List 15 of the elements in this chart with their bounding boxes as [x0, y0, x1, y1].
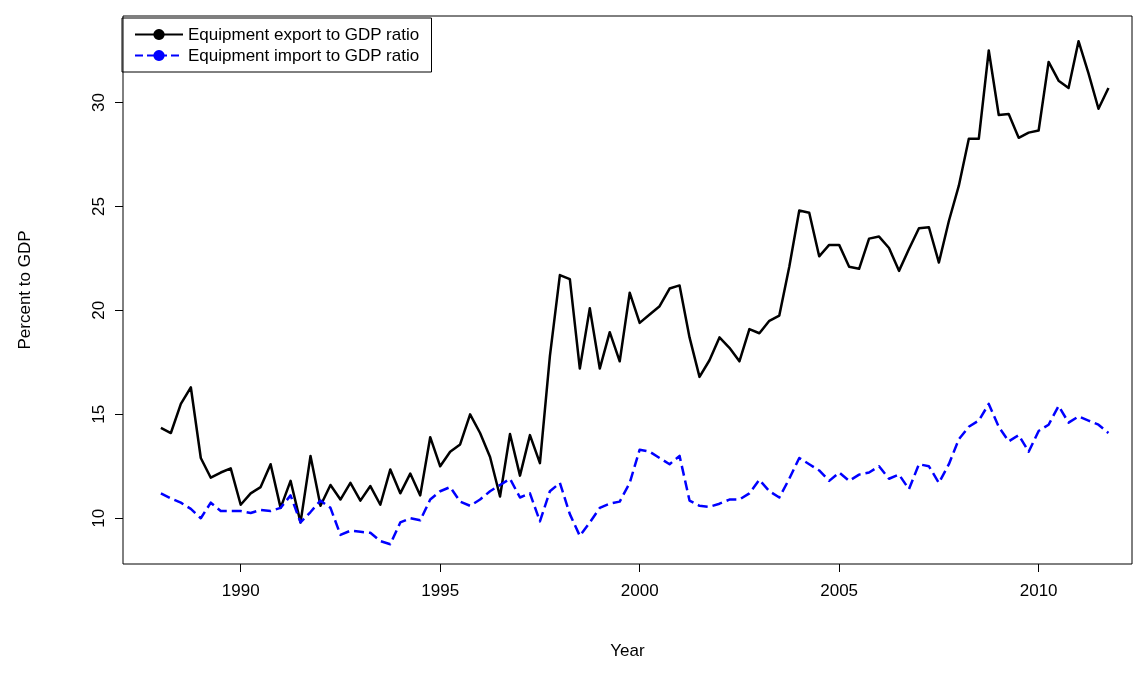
line-series — [159, 402, 1110, 546]
x-tick-label: 2005 — [820, 581, 859, 600]
y-axis-title: Percent to GDP — [15, 230, 34, 350]
legend-label: Equipment import to GDP ratio — [188, 46, 420, 65]
y-tick-label: 20 — [89, 300, 108, 320]
x-tick-label: 1995 — [421, 581, 460, 600]
x-tick-label: 2010 — [1019, 581, 1058, 600]
legend-label: Equipment export to GDP ratio — [188, 25, 420, 44]
y-tick-label: 10 — [89, 508, 108, 528]
x-axis-title: Year — [610, 641, 646, 660]
x-tick-label: 2000 — [620, 581, 659, 600]
y-tick-label: 30 — [89, 93, 108, 112]
x-tick-label: 1990 — [221, 581, 260, 600]
y-tick-label: 25 — [89, 196, 108, 216]
y-tick-label: 15 — [89, 404, 108, 424]
